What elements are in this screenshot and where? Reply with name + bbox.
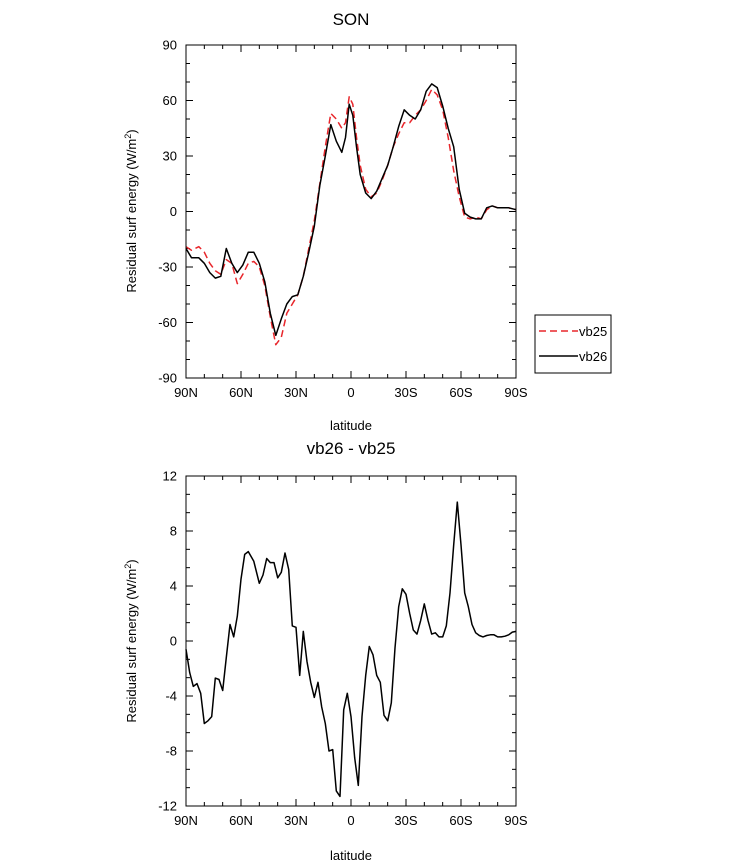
legend-label-vb26: vb26	[579, 349, 607, 364]
bottom-chart: vb26 - vb25 Residual surf energy (W/m2) …	[123, 439, 528, 863]
x-tick-label: 60N	[229, 813, 253, 828]
y-tick-label: 60	[163, 93, 177, 108]
y-tick-label: -8	[165, 744, 177, 759]
y-tick-label: 12	[163, 469, 177, 484]
legend-label-vb25: vb25	[579, 324, 607, 339]
y-tick-label: -4	[165, 689, 177, 704]
y-tick-label: 30	[163, 149, 177, 164]
x-tick-label: 60N	[229, 385, 253, 400]
y-axis-label: Residual surf energy (W/m2)	[123, 559, 139, 722]
series-line-vb25	[185, 88, 517, 346]
series-lines	[185, 501, 517, 798]
x-axis-label: latitude	[330, 848, 372, 863]
y-tick-label: -12	[158, 799, 177, 814]
x-tick-label: 30N	[284, 813, 308, 828]
y-tick-label: 0	[170, 634, 177, 649]
x-tick-label: 30S	[394, 813, 417, 828]
x-tick-label: 0	[347, 813, 354, 828]
chart-title: vb26 - vb25	[307, 439, 396, 458]
x-tick-label: 90N	[174, 385, 198, 400]
x-tick-label: 60S	[449, 385, 472, 400]
top-chart: SON Residual surf energy (W/m2) latitude…	[123, 10, 612, 433]
y-axis-label: Residual surf energy (W/m2)	[123, 129, 139, 292]
x-tick-label: 60S	[449, 813, 472, 828]
plot-frame	[185, 44, 517, 379]
legend: vb25 vb26	[534, 314, 612, 374]
x-tick-label: 90S	[504, 385, 527, 400]
x-tick-label: 30N	[284, 385, 308, 400]
x-tick-label: 0	[347, 385, 354, 400]
x-tick-label: 90N	[174, 813, 198, 828]
legend-box	[534, 314, 612, 374]
y-tick-label: -60	[158, 315, 177, 330]
y-tick-label: -30	[158, 260, 177, 275]
ticks: 90N 60N 30N 0 30S 60S 90S -12 -8 -4 0 4 8 12	[158, 469, 528, 829]
x-tick-label: 90S	[504, 813, 527, 828]
y-tick-label: 4	[170, 579, 177, 594]
plot-frame	[185, 475, 517, 807]
y-tick-label: 90	[163, 38, 177, 53]
x-axis-label: latitude	[330, 418, 372, 433]
series-line-vb26-vb25	[185, 501, 517, 798]
y-tick-label: 8	[170, 524, 177, 539]
y-tick-label: 0	[170, 204, 177, 219]
x-tick-label: 30S	[394, 385, 417, 400]
ticks: 90N 60N 30N 0 30S 60S 90S -90 -60 -30 0 30 60 90	[158, 38, 528, 401]
series-lines	[185, 83, 517, 346]
chart-title: SON	[333, 10, 370, 29]
y-tick-label: -90	[158, 371, 177, 386]
series-line-vb26	[185, 83, 517, 337]
